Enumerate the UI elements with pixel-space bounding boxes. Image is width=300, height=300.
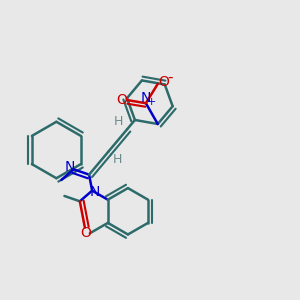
Text: O: O	[116, 93, 127, 107]
Text: -: -	[167, 70, 173, 85]
Text: N: N	[89, 185, 100, 199]
Text: N: N	[141, 91, 151, 105]
Text: O: O	[158, 74, 169, 88]
Text: O: O	[81, 226, 92, 240]
Text: +: +	[146, 97, 156, 107]
Text: H: H	[112, 153, 122, 166]
Text: H: H	[114, 115, 123, 128]
Text: N: N	[65, 160, 75, 174]
